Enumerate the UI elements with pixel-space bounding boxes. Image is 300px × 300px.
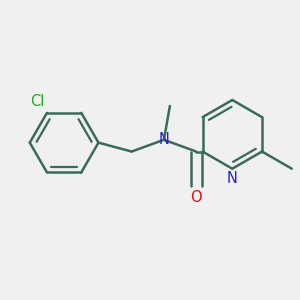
- Text: Cl: Cl: [30, 94, 44, 109]
- Text: N: N: [227, 171, 238, 186]
- Text: N: N: [158, 132, 169, 147]
- Text: O: O: [190, 190, 202, 205]
